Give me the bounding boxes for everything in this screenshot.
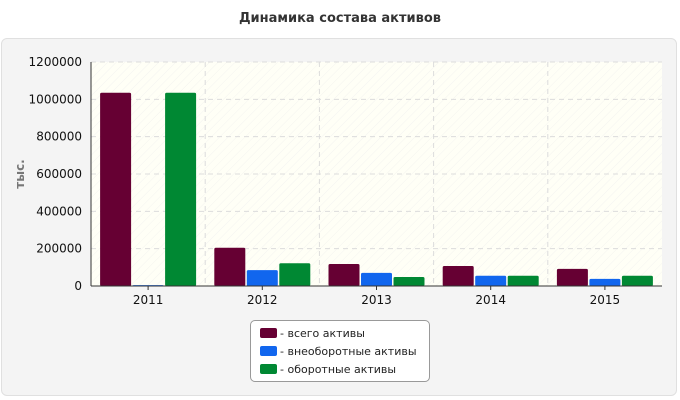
bar-current-2015 [621, 275, 653, 286]
chart-title: Динамика состава активов [238, 11, 442, 26]
bar-current-2012 [279, 263, 311, 286]
bar-total-2012 [214, 247, 246, 286]
bar-non-current-2012 [246, 270, 278, 286]
bar-total-2015 [556, 268, 588, 286]
y-tick-label: 400000 [36, 204, 82, 218]
legend-swatch-total-assets [260, 328, 277, 338]
bar-current-2014 [507, 275, 539, 286]
x-tick-label: 2012 [247, 293, 278, 307]
y-axis-label: тыс. [13, 159, 27, 188]
legend-item-current-assets[interactable]: - оборотные активы [260, 360, 429, 378]
bar-total-2014 [442, 266, 474, 286]
y-tick-label: 800000 [36, 130, 82, 144]
bar-non-current-2015 [589, 278, 621, 286]
x-tick-label: 2011 [133, 293, 164, 307]
bar-total-2013 [328, 263, 360, 286]
bar-non-current-2013 [361, 272, 392, 286]
legend-swatch-current-assets [260, 364, 277, 374]
x-tick-label: 2015 [590, 293, 621, 307]
legend-swatch-non-current-assets [260, 346, 277, 356]
legend-label-current-assets: - оборотные активы [280, 362, 397, 376]
x-tick-label: 2013 [361, 293, 392, 307]
legend: - всего активы - внеоборотные активы - о… [250, 320, 430, 382]
y-tick-label: 600000 [36, 167, 82, 181]
bar-non-current-2014 [475, 275, 507, 286]
bar-total-2011 [100, 92, 132, 286]
x-tick-label: 2014 [475, 293, 506, 307]
legend-label-non-current-assets: - внеоборотные активы [280, 344, 417, 358]
bar-current-2013 [393, 277, 425, 286]
y-tick-label: 1000000 [29, 92, 82, 106]
bar-current-2011 [165, 92, 197, 286]
legend-item-total-assets[interactable]: - всего активы [260, 324, 429, 342]
y-tick-label: 200000 [36, 242, 82, 256]
legend-item-non-current-assets[interactable]: - внеоборотные активы [260, 342, 429, 360]
legend-label-total-assets: - всего активы [280, 326, 365, 340]
y-tick-label: 0 [74, 279, 82, 293]
y-tick-label: 1200000 [29, 55, 82, 69]
